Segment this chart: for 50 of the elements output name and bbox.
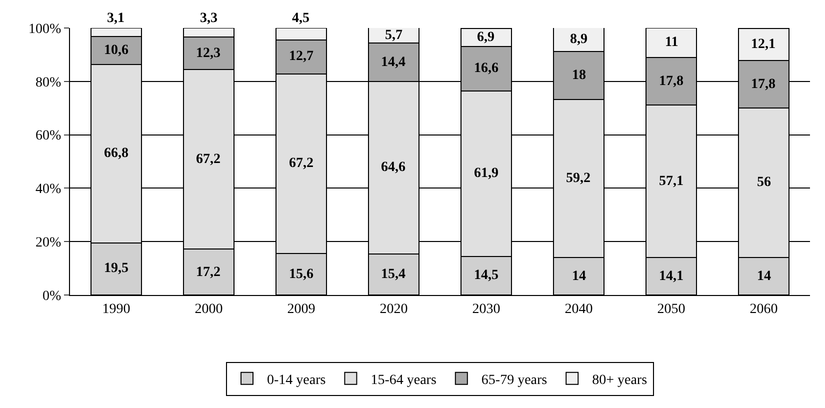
x-tick-label: 2020: [380, 302, 408, 317]
data-label: 67,2: [289, 156, 314, 171]
data-label: 14,1: [659, 269, 684, 284]
data-label: 66,8: [104, 146, 128, 161]
data-label: 17,2: [196, 265, 220, 280]
data-label: 64,6: [381, 160, 406, 175]
y-tick-label: 60%: [36, 128, 62, 144]
data-label: 4,5: [292, 11, 310, 26]
x-tick-label: 2000: [194, 302, 223, 317]
data-label: 10,6: [104, 43, 128, 58]
data-label: 15,4: [381, 267, 406, 282]
data-label: 12,3: [196, 46, 220, 61]
data-label: 14,4: [381, 55, 406, 70]
data-label: 5,7: [385, 28, 402, 43]
data-label: 18: [572, 68, 586, 83]
x-tick-label: 2050: [657, 302, 686, 317]
legend-label: 65-79 years: [481, 372, 548, 388]
data-label: 67,2: [196, 152, 220, 167]
data-label: 17,8: [751, 77, 776, 92]
data-label: 59,2: [566, 171, 590, 186]
x-tick-label: 2009: [287, 302, 316, 317]
data-label: 15,6: [289, 267, 314, 282]
data-label: 14: [572, 269, 586, 284]
x-tick-label: 1990: [102, 302, 130, 317]
legend-label: 80+ years: [592, 372, 648, 388]
data-label: 8,9: [570, 32, 588, 47]
data-label: 11: [665, 35, 678, 50]
data-label: 6,9: [477, 30, 494, 45]
data-label: 57,1: [659, 174, 684, 189]
data-label: 12,1: [751, 37, 776, 52]
data-label: 61,9: [474, 166, 498, 181]
y-tick-label: 40%: [36, 182, 62, 198]
data-label: 3,3: [200, 11, 218, 26]
data-label: 14: [757, 269, 771, 284]
x-tick-label: 2030: [472, 302, 500, 317]
data-label: 19,5: [104, 261, 128, 276]
data-label: 16,6: [474, 61, 498, 76]
data-label: 56: [757, 175, 771, 190]
legend-label: 15-64 years: [370, 372, 436, 388]
x-tick-label: 2060: [750, 302, 778, 317]
y-tick-label: 100%: [28, 22, 62, 37]
x-tick-label: 2040: [564, 302, 593, 317]
legend-label: 0-14 years: [267, 372, 326, 388]
y-tick-label: 0%: [42, 288, 62, 304]
data-label: 17,8: [659, 74, 684, 89]
data-label: 14,5: [474, 268, 498, 283]
y-tick-label: 80%: [36, 75, 62, 90]
y-tick-label: 20%: [36, 236, 62, 250]
data-label: 12,7: [289, 49, 314, 64]
data-label: 3,1: [107, 11, 124, 26]
